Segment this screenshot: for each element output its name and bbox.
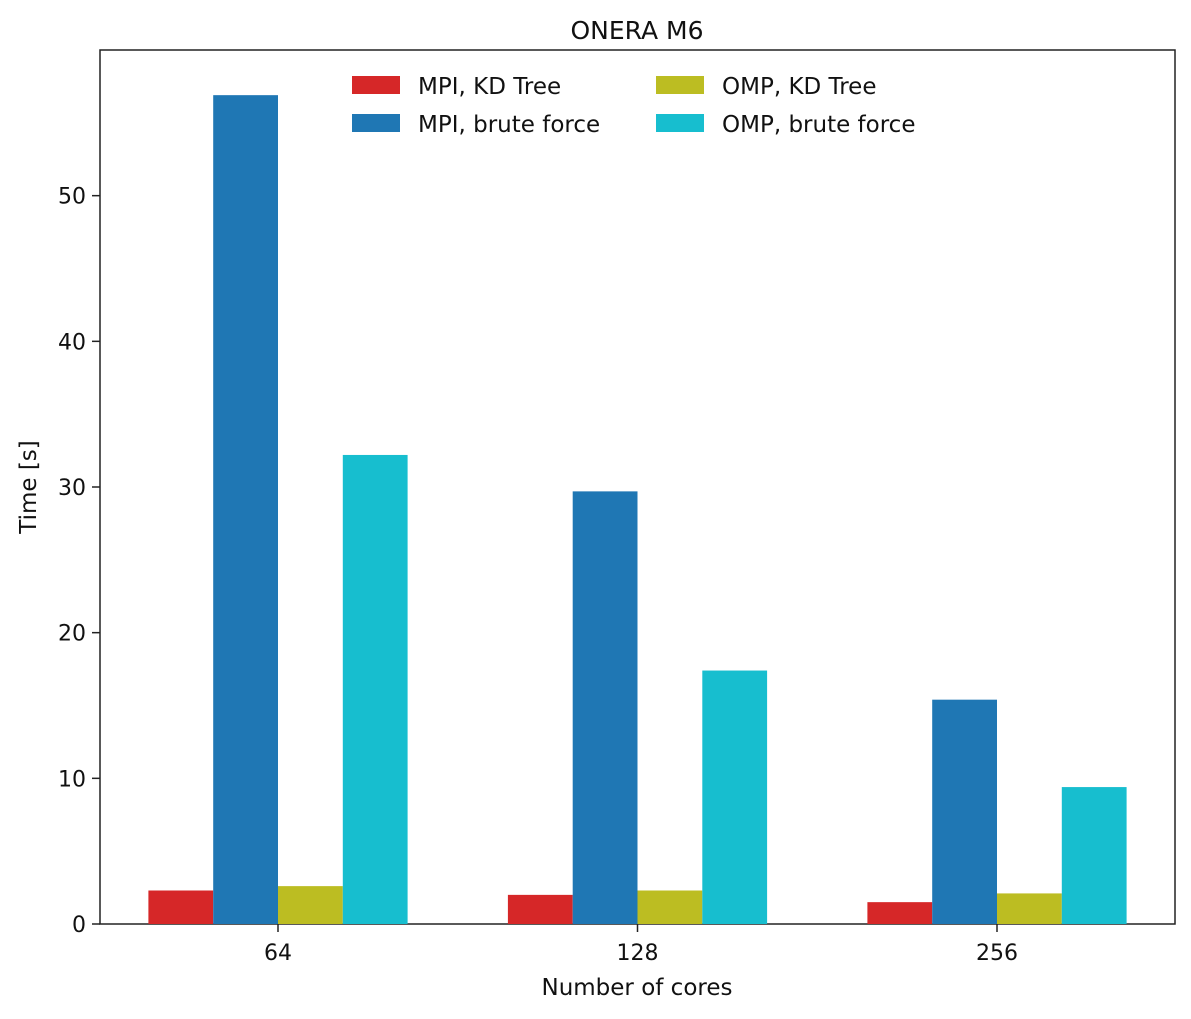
legend-swatch (352, 114, 400, 132)
bar-omp-brute-force-64 (342, 454, 408, 924)
y-axis-label: Time [s] (16, 440, 42, 535)
bars-group (148, 95, 1127, 924)
y-tick-label: 40 (58, 330, 86, 355)
bar-mpi-brute-force-64 (213, 95, 278, 924)
bar-mpi-kd-tree-256 (867, 902, 933, 924)
x-tick-label: 256 (976, 941, 1018, 966)
legend-label: MPI, KD Tree (418, 74, 561, 100)
legend-swatch (656, 114, 704, 132)
legend: MPI, KD Tree MPI, brute force OMP, KD Tree… (352, 74, 915, 138)
bar-mpi-kd-tree-64 (148, 890, 214, 924)
bar-mpi-brute-force-256 (932, 699, 997, 924)
legend-label: OMP, brute force (722, 112, 915, 138)
x-axis: 64 128 256 (264, 924, 1018, 966)
y-tick-label: 30 (58, 476, 86, 501)
x-axis-label: Number of cores (542, 975, 733, 1001)
bar-omp-kd-tree-128 (637, 890, 703, 924)
y-tick-label: 0 (72, 913, 86, 938)
y-tick-label: 50 (58, 185, 86, 210)
chart-title: ONERA M6 (570, 16, 703, 45)
bar-omp-kd-tree-64 (278, 886, 343, 924)
legend-label: MPI, brute force (418, 112, 600, 138)
bar-mpi-kd-tree-128 (507, 894, 573, 924)
bar-omp-kd-tree-256 (997, 893, 1062, 924)
bar-mpi-brute-force-128 (572, 491, 638, 924)
legend-swatch (656, 76, 704, 94)
x-tick-label: 64 (264, 941, 292, 966)
x-tick-label: 128 (617, 941, 659, 966)
legend-swatch (352, 76, 400, 94)
y-tick-label: 20 (58, 622, 86, 647)
bar-omp-brute-force-256 (1061, 787, 1127, 924)
legend-label: OMP, KD Tree (722, 74, 876, 100)
y-tick-label: 10 (58, 767, 86, 792)
y-axis: 0 10 20 30 40 50 (58, 185, 100, 938)
bar-omp-brute-force-128 (702, 670, 768, 924)
